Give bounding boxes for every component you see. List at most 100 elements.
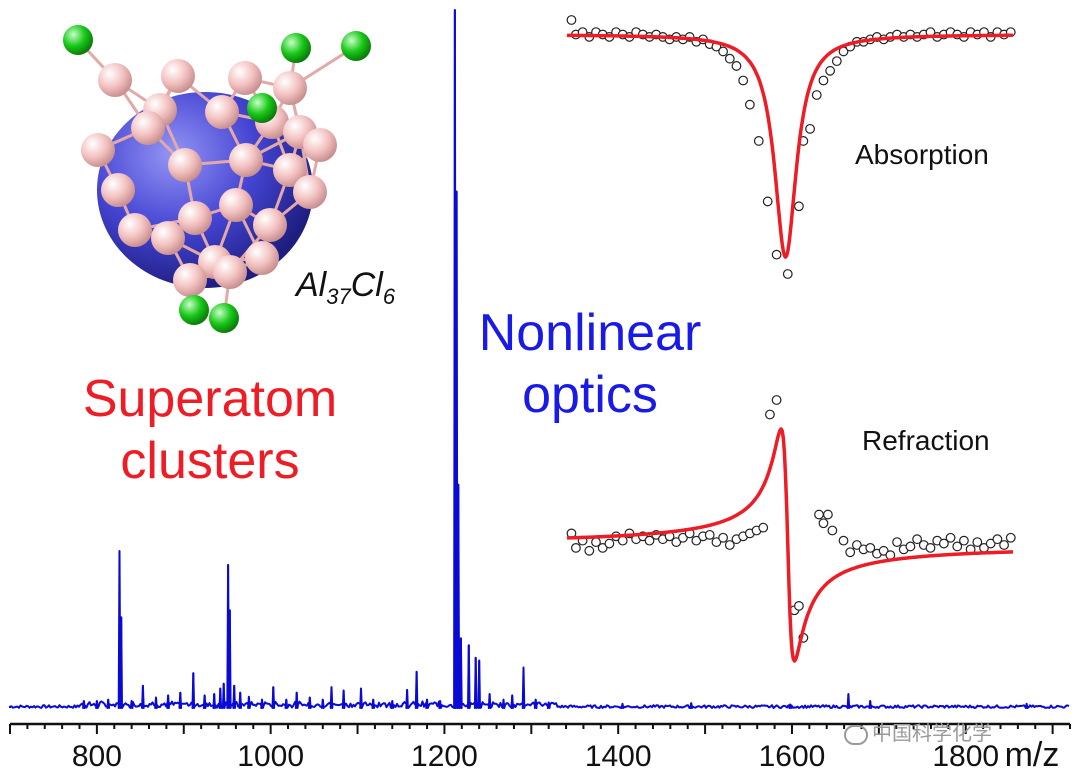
al-atom bbox=[293, 175, 327, 209]
cluster-formula: Al37Cl6 bbox=[296, 266, 395, 310]
data-point bbox=[691, 535, 702, 546]
data-point bbox=[571, 543, 581, 553]
x-axis: 800 1000 1200 1400 1600 1800 m/z bbox=[9, 722, 1071, 774]
data-point bbox=[744, 99, 755, 110]
cl-atom bbox=[179, 295, 209, 325]
al37cl6-cluster-structure bbox=[63, 25, 371, 333]
data-point bbox=[724, 540, 735, 550]
al-atom bbox=[219, 188, 253, 222]
data-point bbox=[938, 538, 949, 549]
al-atom bbox=[303, 128, 337, 162]
data-point bbox=[945, 532, 956, 543]
superatom-clusters-heading: Superatom clusters bbox=[40, 368, 380, 492]
al-atom bbox=[178, 201, 212, 235]
data-point bbox=[905, 541, 916, 552]
data-point bbox=[597, 543, 608, 553]
superatom-line-1: Superatom bbox=[82, 370, 338, 428]
refraction-inset-plot bbox=[566, 395, 1016, 663]
data-point bbox=[794, 601, 804, 611]
data-point bbox=[992, 534, 1003, 545]
data-point bbox=[794, 201, 804, 212]
al-atom bbox=[151, 221, 185, 255]
al-atom bbox=[101, 173, 135, 207]
al-atom bbox=[168, 148, 202, 182]
cl-atom bbox=[247, 93, 277, 123]
al-atom bbox=[118, 213, 152, 247]
al-atom bbox=[205, 95, 239, 129]
data-point bbox=[731, 61, 742, 71]
data-point bbox=[718, 46, 728, 57]
data-point bbox=[865, 543, 876, 553]
absorption-label: Absorption bbox=[855, 139, 989, 170]
data-point bbox=[724, 53, 735, 64]
data-point bbox=[912, 534, 923, 545]
optics-line-1: Nonlinear bbox=[478, 304, 702, 362]
al-atom bbox=[245, 241, 279, 275]
al-atom bbox=[273, 71, 307, 105]
data-point bbox=[1005, 532, 1016, 543]
data-point bbox=[782, 269, 793, 279]
data-point bbox=[671, 537, 682, 547]
data-point bbox=[566, 15, 577, 25]
al-atom bbox=[131, 111, 165, 145]
absorption-inset-plot bbox=[566, 15, 1016, 279]
data-point bbox=[985, 538, 996, 549]
al-atom bbox=[228, 61, 262, 95]
nonlinear-optics-heading: Nonlinear optics bbox=[440, 302, 740, 426]
data-point bbox=[771, 249, 782, 260]
data-point bbox=[959, 535, 969, 546]
data-point bbox=[823, 509, 833, 520]
data-point bbox=[972, 537, 983, 547]
data-point bbox=[827, 525, 838, 536]
fit-curve bbox=[566, 33, 1014, 259]
x-axis-label: m/z bbox=[1005, 736, 1060, 774]
x-tick-label: 1400 bbox=[585, 740, 652, 773]
data-point bbox=[738, 75, 749, 86]
data-point bbox=[604, 538, 615, 549]
data-point bbox=[762, 196, 773, 207]
x-tick-label: 1200 bbox=[411, 740, 478, 773]
data-point bbox=[999, 540, 1009, 550]
formula-al: Al bbox=[296, 266, 327, 304]
x-tick-label: 800 bbox=[72, 740, 122, 773]
data-point bbox=[811, 90, 822, 100]
data-point bbox=[758, 522, 769, 533]
x-tick-label: 1000 bbox=[237, 740, 304, 773]
x-tick-label: 1800 bbox=[932, 740, 999, 773]
data-point bbox=[838, 535, 849, 546]
optics-line-2: optics bbox=[522, 366, 658, 424]
data-point bbox=[831, 56, 842, 67]
data-point bbox=[825, 65, 836, 76]
data-point bbox=[818, 518, 829, 529]
cl-atom bbox=[63, 25, 93, 55]
al-atom bbox=[173, 263, 207, 297]
al-atom bbox=[98, 63, 132, 97]
data-point bbox=[584, 545, 595, 556]
mass-spectrum-plot bbox=[9, 9, 1070, 709]
data-point bbox=[814, 509, 824, 520]
data-point bbox=[771, 395, 782, 405]
data-point bbox=[805, 123, 815, 134]
data-point bbox=[892, 537, 902, 547]
fit-curve bbox=[566, 427, 1014, 663]
watermark-text: 中国科学化学 bbox=[872, 721, 992, 745]
data-point bbox=[765, 409, 775, 420]
al-atom bbox=[229, 143, 263, 177]
wechat-icon bbox=[844, 724, 868, 745]
data-point bbox=[925, 543, 936, 553]
x-tick-label: 1600 bbox=[759, 740, 826, 773]
formula-cl: Cl bbox=[350, 266, 383, 304]
data-point bbox=[818, 75, 829, 86]
data-point bbox=[704, 529, 715, 540]
al-atom bbox=[213, 255, 247, 289]
data-point bbox=[678, 532, 688, 543]
formula-cl-subscript: 6 bbox=[382, 283, 396, 309]
cl-atom bbox=[209, 303, 239, 333]
cl-atom bbox=[341, 31, 371, 61]
al-atom bbox=[161, 59, 195, 93]
watermark: 中国科学化学 bbox=[844, 717, 992, 746]
al-atom bbox=[81, 133, 115, 167]
data-point bbox=[952, 541, 963, 552]
data-point bbox=[753, 136, 764, 146]
